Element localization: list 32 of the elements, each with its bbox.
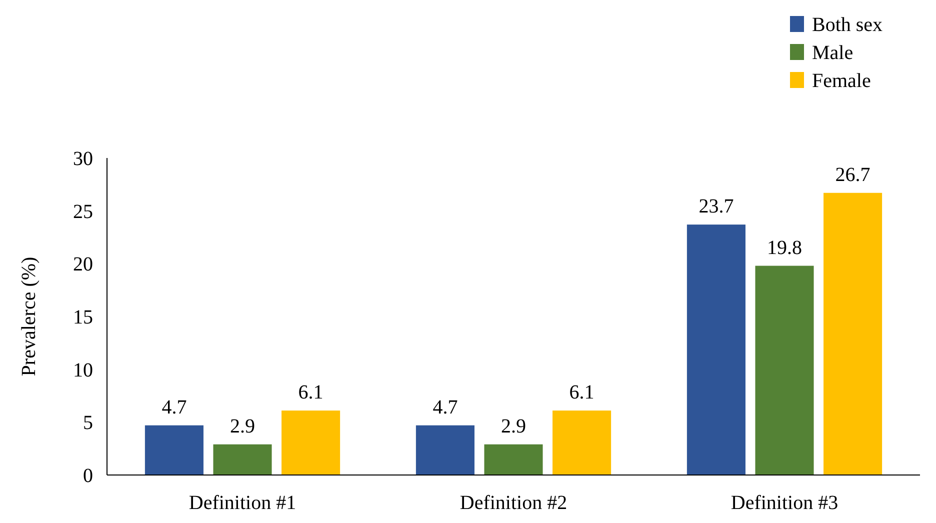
x-tick-label: Definition #1 — [188, 492, 296, 514]
data-label: 2.9 — [230, 415, 255, 438]
bar — [484, 444, 543, 475]
bar — [416, 425, 474, 475]
bar — [824, 192, 882, 475]
data-label: 23.7 — [698, 196, 734, 218]
legend-label: Both sex — [812, 14, 883, 36]
legend-label: Male — [812, 42, 854, 64]
data-label: 26.7 — [835, 164, 870, 186]
data-label: 19.8 — [767, 236, 802, 259]
y-tick-label: 5 — [83, 412, 93, 434]
data-label: 4.7 — [432, 396, 458, 418]
bar — [552, 410, 612, 475]
bar — [282, 410, 340, 475]
bar — [144, 425, 204, 475]
x-tick-label: Definition #3 — [730, 492, 838, 514]
y-tick-label: 10 — [73, 359, 93, 382]
y-axis-title: Prevalerce (%) — [18, 256, 40, 376]
data-label: 2.9 — [501, 415, 526, 438]
y-tick-label: 15 — [73, 306, 93, 328]
y-tick-label: 20 — [73, 254, 93, 276]
data-label: 6.1 — [569, 382, 594, 404]
data-label: 4.7 — [162, 396, 187, 418]
y-tick-label: 30 — [73, 148, 93, 170]
y-tick-label: 0 — [83, 465, 93, 487]
legend-label: Female — [812, 70, 871, 92]
bar — [213, 444, 272, 475]
x-tick-label: Definition #2 — [460, 492, 568, 514]
y-tick-label: 25 — [73, 200, 93, 223]
bar — [755, 266, 814, 475]
data-label: 6.1 — [298, 382, 324, 404]
bar — [686, 224, 746, 475]
